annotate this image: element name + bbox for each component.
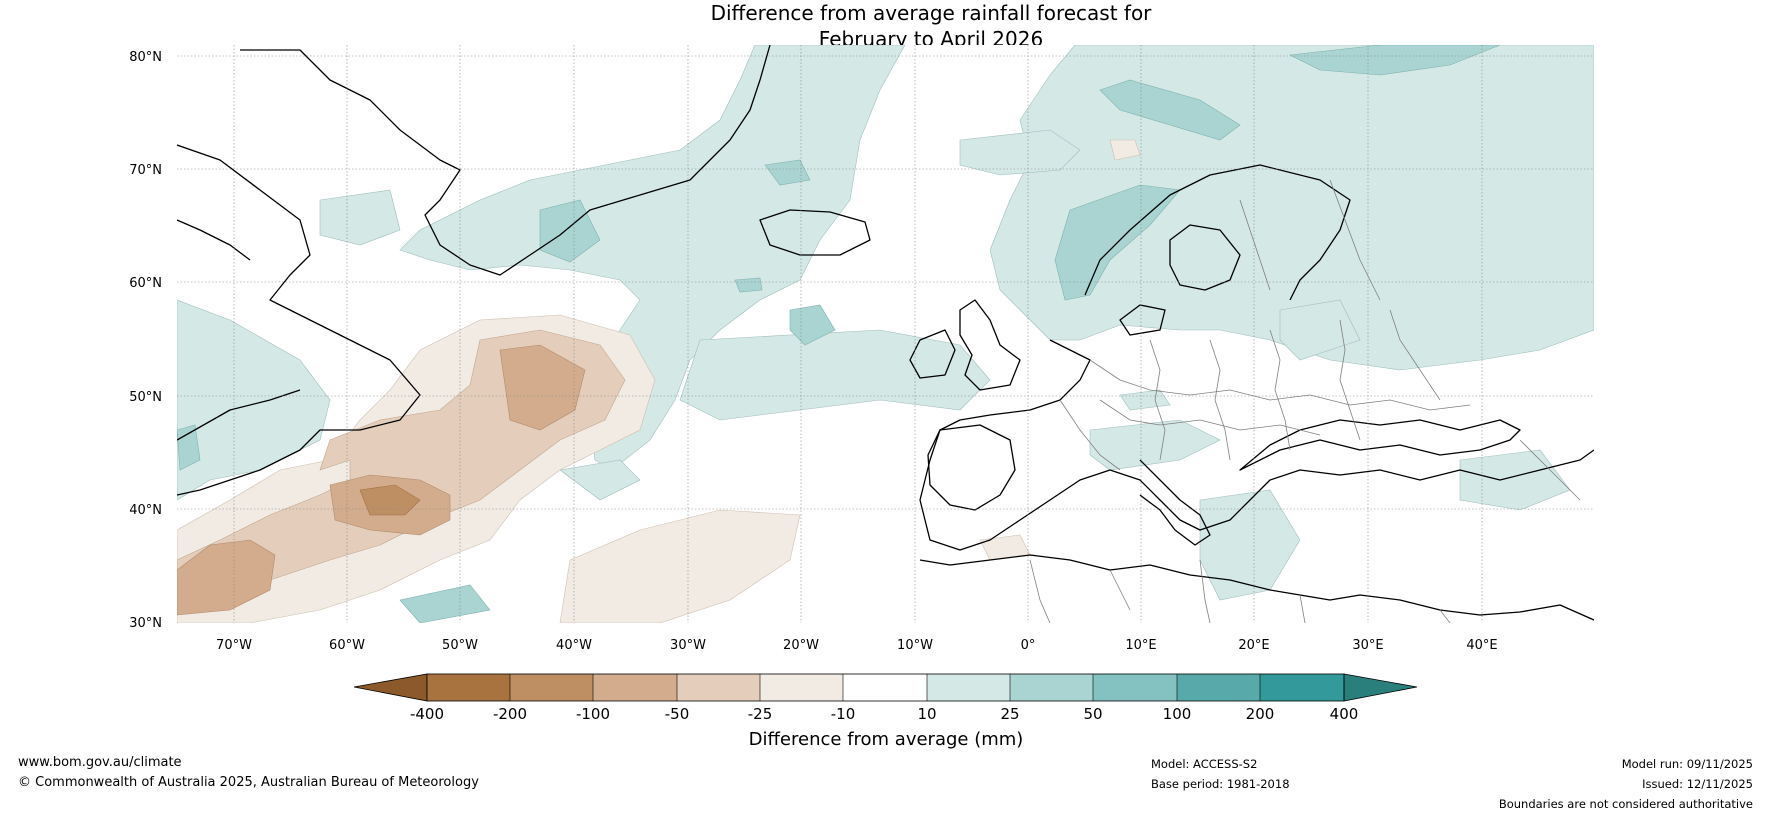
anomaly-minus100-minus200-region: [359, 484, 421, 516]
footer-model-run: Model run: 09/11/2025: [1621, 757, 1753, 771]
legend-tick-label: 50: [1083, 705, 1102, 723]
legend-tick-label: -25: [748, 705, 773, 723]
legend-swatch-11: [1260, 674, 1344, 701]
lon-label-0: 0°: [1021, 638, 1036, 653]
lon-label-50w: 50°W: [442, 638, 478, 653]
lon-label-20e: 20°E: [1238, 638, 1269, 653]
footer-issued: Issued: 12/11/2025: [1642, 777, 1753, 791]
legend-tick-label: 25: [1000, 705, 1019, 723]
lat-label-30n: 30°N: [129, 616, 162, 631]
legend-tick-label: 400: [1330, 705, 1359, 723]
footer-model: Model: ACCESS-S2: [1151, 757, 1258, 771]
footer-copyright: © Commonwealth of Australia 2025, Austra…: [18, 775, 479, 790]
footer-base-period: Base period: 1981-2018: [1151, 777, 1290, 791]
lon-label-10w: 10°W: [897, 638, 933, 653]
legend-title: Difference from average (mm): [749, 729, 1024, 750]
lat-label-80n: 80°N: [129, 50, 162, 65]
legend-tick-label: -200: [493, 705, 527, 723]
graticule: [177, 45, 1594, 623]
coastlines: [177, 45, 1594, 621]
legend-frame: [426, 673, 1345, 702]
lat-label-50n: 50°N: [129, 390, 162, 405]
legend-tick-label: 200: [1246, 705, 1275, 723]
footer-disclaimer: Boundaries are not considered authoritat…: [1498, 797, 1753, 811]
lon-label-30w: 30°W: [670, 638, 706, 653]
lon-label-60w: 60°W: [329, 638, 365, 653]
lon-label-30e: 30°E: [1352, 638, 1383, 653]
legend-tick-label: -10: [831, 705, 856, 723]
lat-label-40n: 40°N: [129, 503, 162, 518]
legend-swatch-8: [1010, 674, 1093, 701]
legend-tick-label: -50: [665, 705, 690, 723]
legend-tick-label: 100: [1163, 705, 1192, 723]
legend-tick-label: -400: [410, 705, 444, 723]
legend-swatch-1: [427, 674, 510, 701]
legend-swatch-9: [1093, 674, 1177, 701]
legend-swatch-low-extend: [353, 673, 428, 702]
map-title: Difference from average rainfall forecas…: [0, 0, 1770, 52]
legend-swatch-5: [760, 674, 843, 701]
footer-website[interactable]: www.bom.gov.au/climate: [18, 755, 182, 770]
lat-label-70n: 70°N: [129, 163, 162, 178]
legend-colorbar: [353, 673, 1418, 702]
lon-label-40e: 40°E: [1466, 638, 1497, 653]
lon-label-40w: 40°W: [556, 638, 592, 653]
legend-swatch-3: [593, 674, 677, 701]
legend-swatch-high-extend: [1343, 673, 1418, 702]
lat-label-60n: 60°N: [129, 276, 162, 291]
legend-tick-label: 10: [917, 705, 936, 723]
legend-swatch-6: [843, 674, 927, 701]
legend-swatch-4: [677, 674, 760, 701]
legend-swatch-10: [1177, 674, 1260, 701]
lon-label-20w: 20°W: [783, 638, 819, 653]
lon-label-10e: 10°E: [1125, 638, 1156, 653]
legend-swatch-7: [927, 674, 1010, 701]
country-borders: [1029, 179, 1581, 623]
title-line-1: Difference from average rainfall forecas…: [710, 1, 1152, 25]
lon-label-70w: 70°W: [216, 638, 252, 653]
legend-swatch-2: [510, 674, 593, 701]
legend-tick-label: -100: [576, 705, 610, 723]
